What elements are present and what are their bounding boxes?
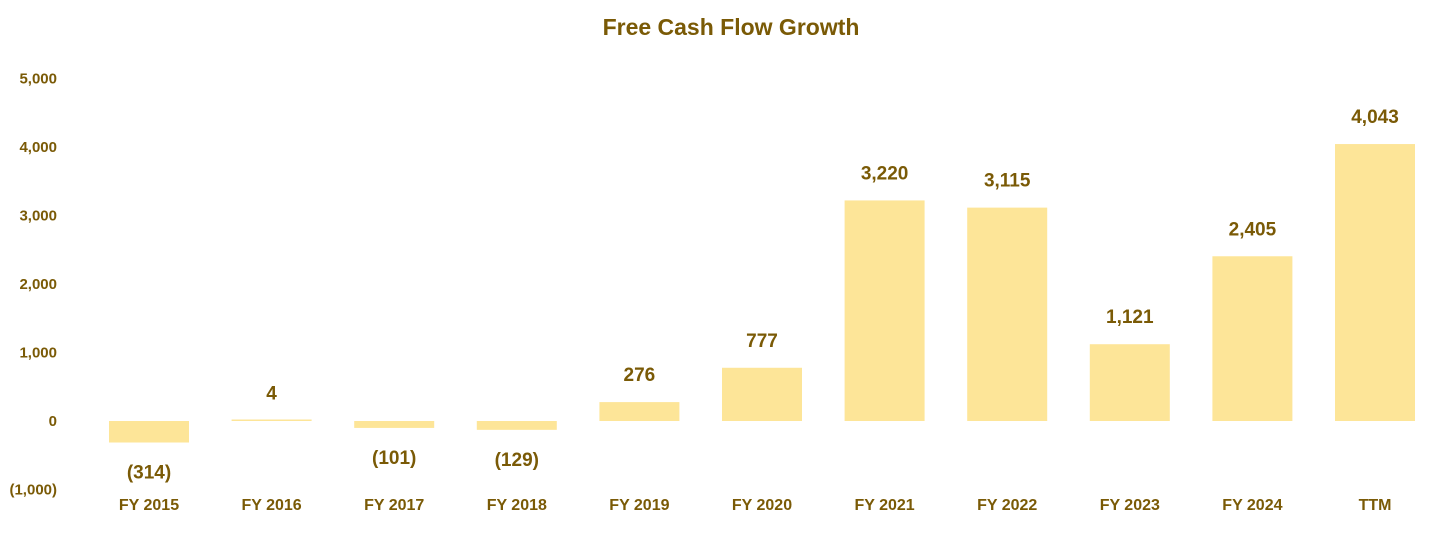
data-label: 3,220 [861,163,909,184]
y-axis: 5,000 4,000 3,000 2,000 1,000 0 (1,000) [9,71,57,499]
chart-title: Free Cash Flow Growth [602,14,860,40]
x-tick-label: FY 2016 [241,497,301,514]
bar-fy-2022 [967,207,1048,421]
x-axis: FY 2015 FY 2016 FY 2017 FY 2018 FY 2019 FY 20… [119,497,1392,514]
x-tick-label: FY 2017 [364,497,424,514]
data-label: 777 [746,331,778,352]
bar-ttm [1335,144,1415,421]
x-tick-label: FY 2021 [854,497,914,514]
bar-fy-2020 [722,367,802,421]
data-label: 2,405 [1229,219,1277,240]
data-label: 276 [624,365,656,386]
bar-fy-2017 [354,421,435,428]
data-label: 4 [266,384,277,405]
data-label: (101) [372,448,416,469]
y-tick-label: 0 [49,413,57,430]
x-tick-label: FY 2024 [1222,497,1282,514]
bar-fy-2021 [844,200,925,421]
y-tick-label: 4,000 [19,139,57,156]
x-tick-label: FY 2015 [119,497,179,514]
bar-fy-2015 [109,421,189,443]
data-label: 4,043 [1351,107,1399,128]
x-tick-label: FY 2022 [977,497,1037,514]
data-labels: (314) 4 (101) (129) 276 777 3,220 3,115 1,121 2,4… [127,107,1399,483]
bar-fy-2019 [599,402,680,421]
data-label: (314) [127,463,171,484]
bar-fy-2018 [476,421,557,430]
bar-fy-2023 [1089,344,1170,421]
x-tick-label: FY 2019 [609,497,669,514]
data-label: 3,115 [984,171,1031,192]
y-tick-label: 3,000 [19,208,57,225]
y-tick-label: 2,000 [19,276,57,293]
data-label: 1,121 [1106,307,1154,328]
x-tick-label: FY 2018 [487,497,547,514]
data-label: (129) [495,450,539,471]
x-tick-label: FY 2020 [732,497,792,514]
bar-fy-2016 [231,419,312,421]
y-tick-label: 1,000 [19,345,57,362]
x-tick-label: FY 2023 [1100,497,1160,514]
y-tick-label: 5,000 [19,71,57,88]
bar-fy-2024 [1212,256,1293,421]
bars [109,144,1415,443]
y-tick-label: (1,000) [9,482,57,499]
x-tick-label: TTM [1359,497,1392,514]
